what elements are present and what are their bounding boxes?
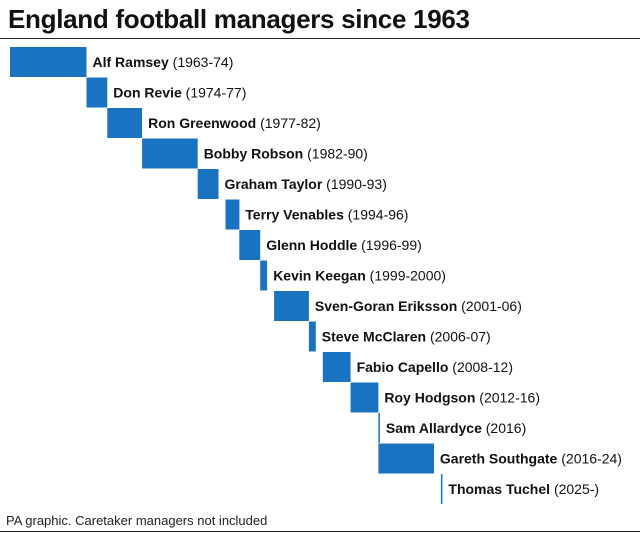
manager-label: Glenn Hoddle (1996-99) [266,237,422,253]
manager-name: Ron Greenwood [148,115,260,131]
manager-name: Terry Venables [245,207,347,223]
tenure-bar [322,352,351,382]
tenure-years: (1982-90) [307,146,368,162]
tenure-bar [239,230,261,260]
tenure-years: (1996-99) [361,237,422,253]
tenure-years: (1999-2000) [370,268,446,284]
tenure-bar [440,474,443,504]
tenure-years: (1990-93) [326,176,387,192]
manager-name: Don Revie [113,85,185,101]
manager-label: Alf Ramsey (1963-74) [93,54,234,70]
tenure-years: (2025-) [554,481,599,497]
manager-timeline-chart: Alf Ramsey (1963-74) Don Revie (1974-77) R… [10,47,622,504]
manager-label: Ron Greenwood (1977-82) [148,115,321,131]
chart-title: England football managers since 1963 [8,4,470,34]
footer-divider [0,531,640,532]
tenure-bar [197,169,219,199]
manager-name: Bobby Robson [204,146,307,162]
tenure-years: (1963-74) [173,54,234,70]
manager-label: Kevin Keegan (1999-2000) [273,268,446,284]
manager-name: Gareth Southgate [440,451,561,467]
manager-name: Graham Taylor [225,176,327,192]
tenure-years: (1994-96) [348,207,409,223]
tenure-bar [86,77,108,108]
manager-name: Kevin Keegan [273,268,369,284]
manager-label: Fabio Capello (2008-12) [357,359,513,375]
tenure-years: (1977-82) [260,115,321,131]
manager-name: Fabio Capello [357,359,453,375]
manager-name: Glenn Hoddle [266,237,361,253]
manager-name: Roy Hodgson [384,390,479,406]
tenure-years: (2001-06) [461,298,522,314]
manager-label: Gareth Southgate (2016-24) [440,451,622,467]
title-divider [0,38,640,39]
manager-label: Steve McClaren (2006-07) [322,329,491,345]
tenure-bar [260,260,268,291]
tenure-bar [308,321,316,352]
tenure-years: (1974-77) [186,85,247,101]
manager-label: Bobby Robson (1982-90) [204,146,368,162]
manager-name: Sven-Goran Eriksson [315,298,461,314]
manager-label: Sven-Goran Eriksson (2001-06) [315,298,522,314]
manager-name: Alf Ramsey [93,54,173,70]
tenure-years: (2006-07) [430,329,491,345]
manager-label: Sam Allardyce (2016) [386,420,526,436]
source-note: PA graphic. Caretaker managers not inclu… [6,513,268,528]
tenure-years: (2016-24) [561,451,622,467]
tenure-bar [378,443,434,474]
tenure-bar [378,413,380,443]
manager-label: Graham Taylor (1990-93) [225,176,387,192]
tenure-bar [350,382,379,413]
manager-label: Roy Hodgson (2012-16) [384,390,540,406]
tenure-bar [142,138,198,169]
manager-label: Terry Venables (1994-96) [245,207,408,223]
tenure-years: (2008-12) [452,359,513,375]
manager-label: Don Revie (1974-77) [113,85,246,101]
manager-name: Steve McClaren [322,329,430,345]
tenure-bar [10,47,87,77]
tenure-years: (2012-16) [479,390,540,406]
tenure-bar [274,291,309,321]
manager-name: Sam Allardyce [386,420,486,436]
tenure-bar [225,199,240,230]
manager-label: Thomas Tuchel (2025-) [448,481,599,497]
tenure-bar [107,108,143,138]
tenure-years: (2016) [486,420,526,436]
manager-name: Thomas Tuchel [448,481,554,497]
